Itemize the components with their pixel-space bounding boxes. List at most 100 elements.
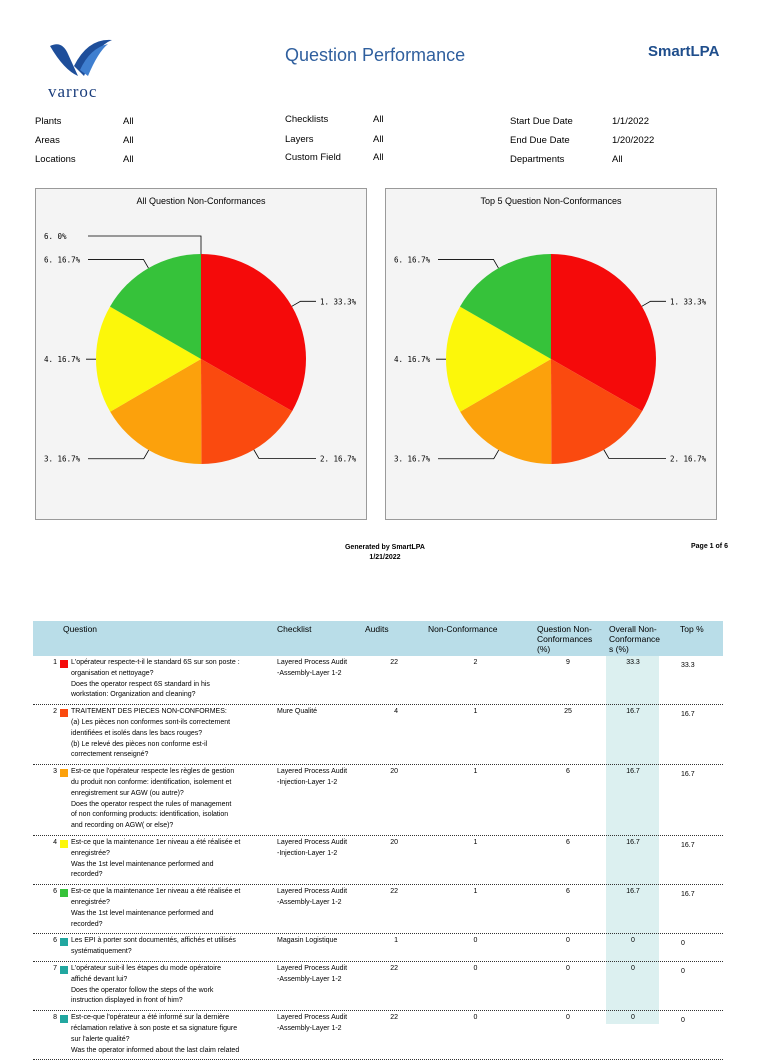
row-number: 8 (33, 1013, 57, 1024)
chart-title: Top 5 Question Non-Conformances (386, 196, 716, 206)
status-color-swatch (60, 709, 68, 717)
header-question-nc: Question Non- Conformances (%) (537, 624, 592, 654)
question-text: Est-ce-que l'opérateur a été informé sur… (71, 1013, 277, 1056)
company-logo: varroc (44, 36, 124, 106)
overall-nc-value: 16.7 (613, 707, 653, 718)
pie-chart-svg: 1. 33.3%2. 16.7%3. 16.7%4. 16.7%6. 16.7%… (36, 189, 366, 519)
slice-label-1: 1. 33.3% (670, 297, 707, 306)
header-overall-nc: Overall Non- Conformance s (%) (609, 624, 660, 654)
non-conformance-value: 0 (463, 1013, 488, 1024)
non-conformance-value: 1 (463, 838, 488, 849)
status-color-swatch (60, 889, 68, 897)
slice-label-3: 3. 16.7% (394, 455, 431, 464)
non-conformance-value: 1 (463, 767, 488, 778)
slice-label-5: 6. 16.7% (394, 255, 431, 264)
question-text: Est-ce que l'opérateur respecte les règl… (71, 767, 277, 832)
row-number: 1 (33, 658, 57, 669)
audits-value: 1 (353, 936, 398, 947)
overall-nc-value: 0 (613, 964, 653, 975)
status-color-swatch (60, 966, 68, 974)
audits-value: 20 (353, 838, 398, 849)
table-row: 6 Les EPI à porter sont documentés, affic… (33, 936, 723, 962)
question-nc-value: 9 (553, 658, 583, 669)
filter-custom-value: All (373, 152, 384, 163)
chart-title: All Question Non-Conformances (36, 196, 366, 206)
filter-plants-label: Plants (35, 116, 61, 127)
filter-end-value: 1/20/2022 (612, 135, 654, 146)
brand-logo: SmartLPA (648, 43, 719, 60)
question-nc-value: 25 (553, 707, 583, 718)
leader-line-1 (642, 301, 666, 306)
top-percent-value: 16.7 (681, 841, 711, 852)
leader-line-2 (604, 450, 666, 459)
status-color-swatch (60, 1015, 68, 1023)
header-question: Question (63, 624, 97, 634)
page-title: Question Performance (285, 45, 465, 66)
filter-checklists-value: All (373, 114, 384, 125)
filter-departments-value: All (612, 154, 623, 165)
overall-nc-value: 16.7 (613, 767, 653, 778)
question-nc-value: 6 (553, 767, 583, 778)
question-nc-value: 0 (553, 936, 583, 947)
top-percent-value: 16.7 (681, 710, 711, 721)
page-number: Page 1 of 6 (691, 543, 728, 550)
audits-value: 22 (353, 964, 398, 975)
leader-line-1 (292, 301, 316, 306)
status-color-swatch (60, 840, 68, 848)
audits-value: 20 (353, 767, 398, 778)
question-nc-value: 0 (553, 964, 583, 975)
top-percent-value: 0 (681, 967, 711, 978)
filter-start-label: Start Due Date (510, 116, 573, 127)
top-percent-value: 0 (681, 1016, 711, 1027)
logo-text: varroc (48, 82, 97, 102)
slice-label-1: 1. 33.3% (320, 297, 357, 306)
row-number: 3 (33, 767, 57, 778)
brand-name: SmartLPA (648, 43, 719, 60)
audits-value: 22 (353, 887, 398, 898)
varroc-logo-icon (44, 36, 118, 82)
pie-chart-all: All Question Non-Conformances 1. 33.3% 2.… (35, 188, 367, 520)
header-non-conformance: Non-Conformance (428, 624, 497, 634)
non-conformance-value: 1 (463, 707, 488, 718)
row-number: 6 (33, 936, 57, 947)
generated-by: Generated by SmartLPA 1/21/2022 (320, 543, 450, 563)
leader-line-3 (438, 450, 499, 459)
filter-areas-value: All (123, 135, 134, 146)
slice-label-6: 6. 0% (44, 232, 67, 241)
question-text: Est-ce que la maintenance 1er niveau a é… (71, 887, 277, 930)
audits-value: 22 (353, 1013, 398, 1024)
table-row: 8 Est-ce-que l'opérateur a été informé su… (33, 1013, 723, 1060)
row-number: 7 (33, 964, 57, 975)
non-conformance-value: 2 (463, 658, 488, 669)
header-checklist: Checklist (277, 624, 311, 634)
overall-nc-value: 0 (613, 936, 653, 947)
slice-label-4: 4. 16.7% (394, 355, 431, 364)
leader-line-2 (254, 450, 316, 459)
overall-nc-value: 33.3 (613, 658, 653, 669)
leader-line-3 (88, 450, 149, 459)
row-number: 2 (33, 707, 57, 718)
slice-label-4: 4. 16.7% (44, 355, 81, 364)
filter-custom-label: Custom Field (285, 152, 341, 163)
generated-by-text: Generated by SmartLPA (320, 543, 450, 553)
slice-label-2: 2. 16.7% (670, 454, 707, 463)
top-percent-value: 33.3 (681, 661, 711, 672)
filter-layers-value: All (373, 134, 384, 145)
non-conformance-value: 0 (463, 964, 488, 975)
slice-label-2: 2. 16.7% (320, 454, 357, 463)
audits-value: 4 (353, 707, 398, 718)
filter-checklists-label: Checklists (285, 114, 328, 125)
question-text: TRAITEMENT DES PIECES NON-CONFORMES:(a) … (71, 707, 277, 761)
table-row: 2 TRAITEMENT DES PIECES NON-CONFORMES:(a)… (33, 707, 723, 765)
pie-chart-svg: 1. 33.3% 2. 16.7% 3. 16.7% 4. 16.7% 6. 16.7% (386, 189, 716, 519)
non-conformance-value: 1 (463, 887, 488, 898)
question-text: Les EPI à porter sont documentés, affich… (71, 936, 277, 958)
overall-nc-value: 0 (613, 1013, 653, 1024)
non-conformance-value: 0 (463, 936, 488, 947)
question-nc-value: 6 (553, 838, 583, 849)
filter-end-label: End Due Date (510, 135, 570, 146)
status-color-swatch (60, 938, 68, 946)
question-text: Est-ce que la maintenance 1er niveau a é… (71, 838, 277, 881)
